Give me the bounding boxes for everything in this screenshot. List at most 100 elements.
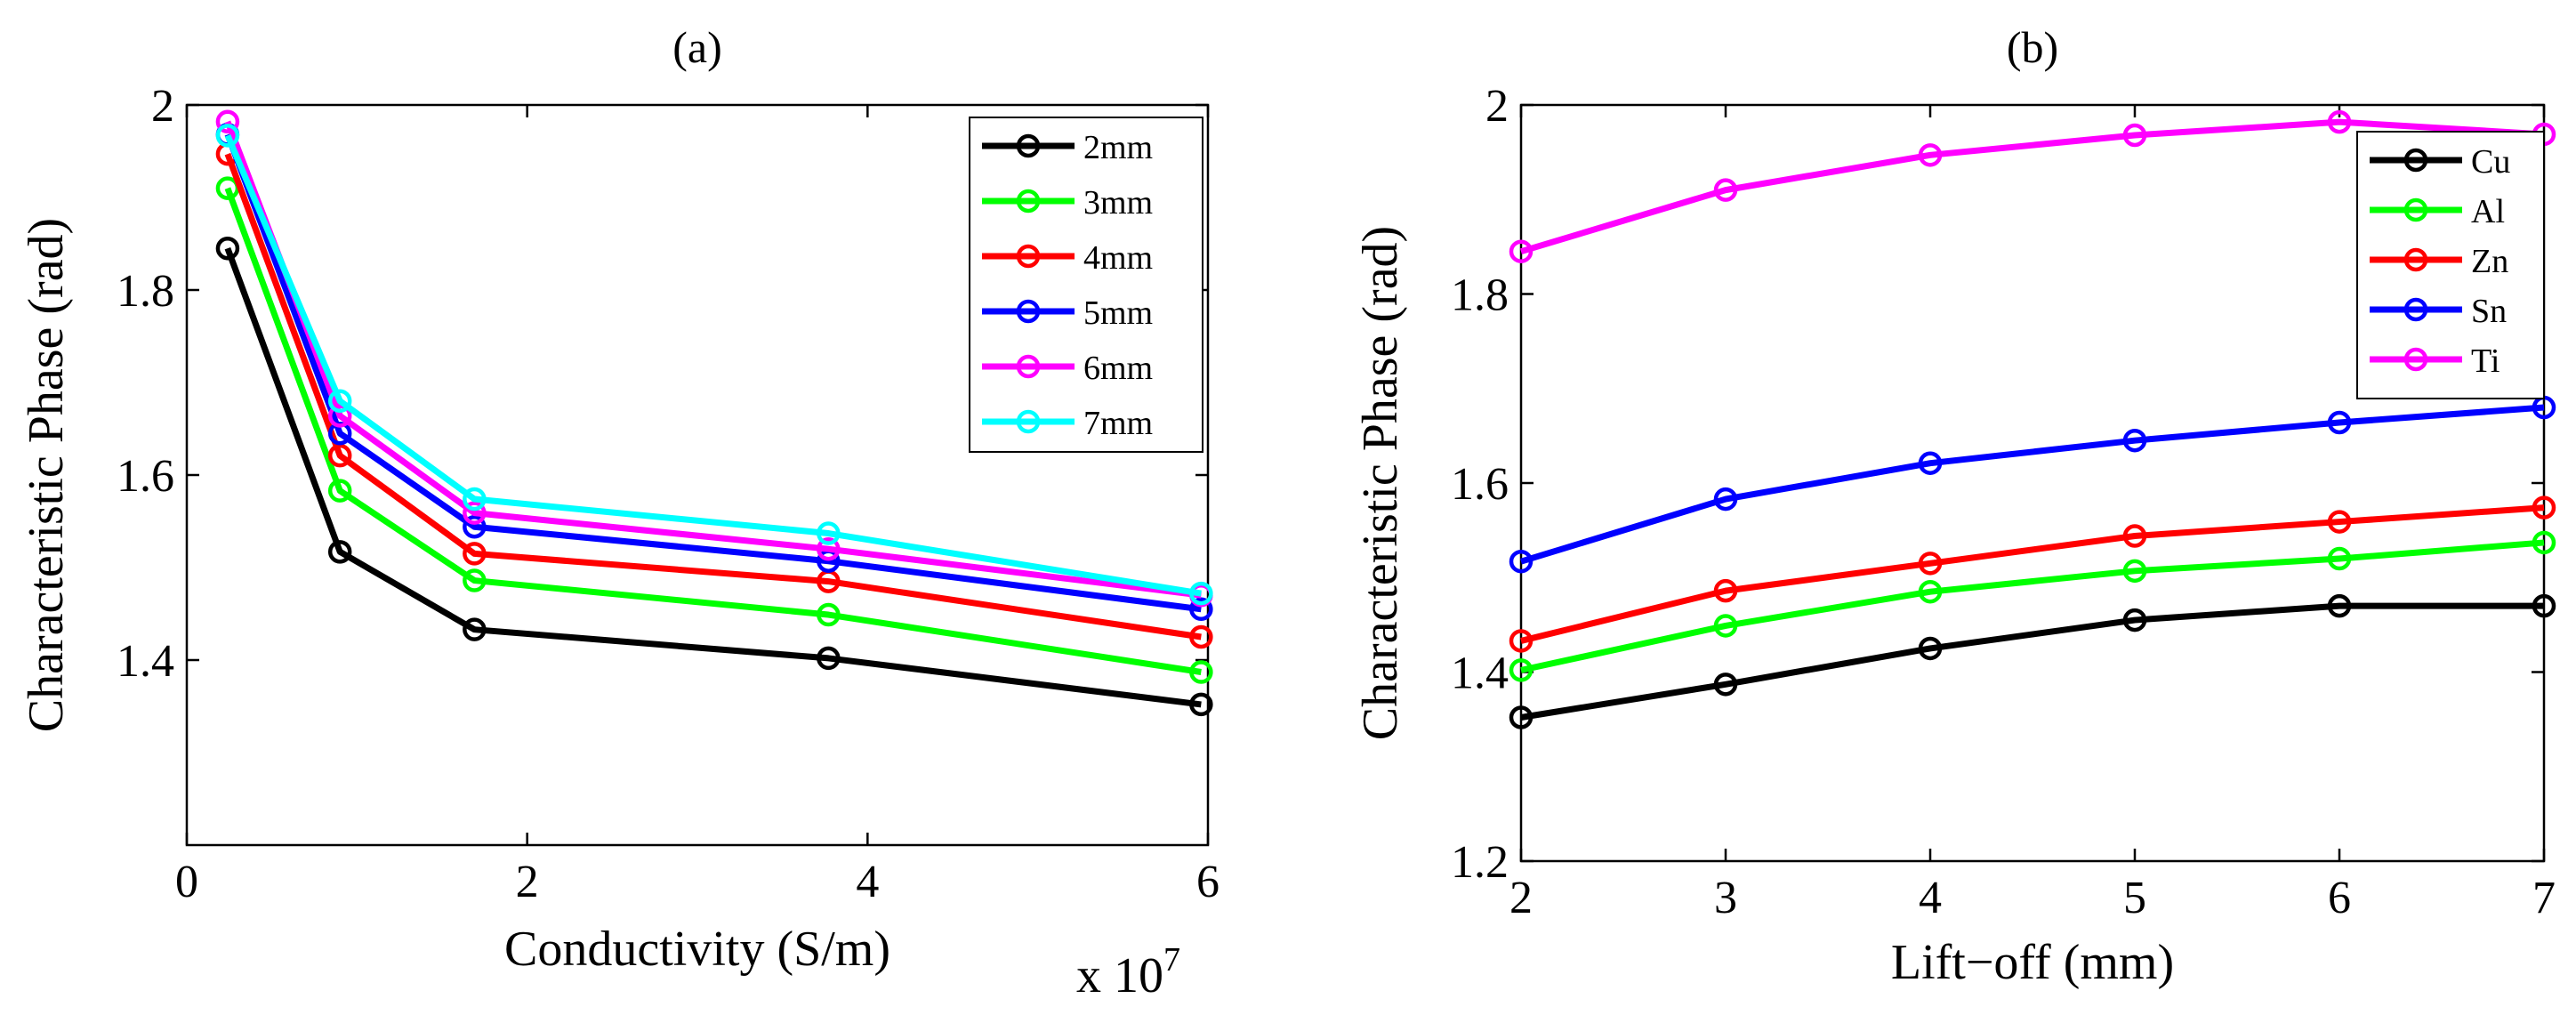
data-point-7mm	[817, 521, 841, 545]
series-line-Al	[1520, 539, 2545, 673]
data-point-2mm	[817, 646, 841, 671]
legend-marker-2mm	[1016, 133, 1041, 158]
chart-panel-b: (b) 2 3 4 5 6 7 1.2 1.4 1.6 1.8 2 Lift−off (mm) Chara…	[1353, 22, 2556, 990]
y-tick-label: 1.6	[1451, 459, 1509, 510]
x-tick-label: 6	[1196, 857, 1220, 907]
legend-box	[2356, 131, 2545, 399]
x-tick-label: 4	[856, 857, 879, 907]
legend-marker-Zn	[2403, 247, 2428, 272]
data-point-7mm	[463, 487, 487, 512]
data-point-Zn	[1918, 552, 1943, 576]
y-tick-label: 1.4	[1451, 648, 1509, 699]
data-point-Sn	[2122, 428, 2147, 453]
x-tick-label: 2	[516, 857, 539, 907]
series-line-3mm	[224, 187, 1202, 675]
data-point-Al	[1713, 614, 1738, 638]
y-tick-label: 1.2	[1451, 837, 1509, 888]
data-point-6mm	[215, 109, 240, 133]
data-point-Zn	[1509, 629, 1534, 653]
data-point-Al	[1509, 658, 1534, 682]
chart-panel-a: (a) 0 2 4 6 1.4 1.6 1.8 2 Conductivity (S/m) Chara…	[19, 22, 1220, 1003]
data-point-7mm	[1189, 581, 1213, 606]
data-point-3mm	[817, 602, 841, 627]
x-axis-label: Conductivity (S/m)	[504, 922, 890, 977]
series-line-Sn	[1519, 404, 2545, 565]
data-point-Zn	[2532, 495, 2556, 520]
y-tick-label: 1.4	[117, 636, 174, 687]
data-point-Cu	[1509, 705, 1534, 729]
data-point-Sn	[1509, 549, 1534, 574]
data-point-5mm	[1189, 597, 1213, 622]
data-point-3mm	[327, 479, 352, 503]
x-axis-multiplier: x 107	[1076, 941, 1180, 1003]
legend-marker-Al	[2403, 197, 2428, 222]
legend-label-Ti: Ti	[2471, 342, 2500, 380]
data-point-7mm	[215, 124, 240, 148]
data-point-Sn	[1713, 487, 1738, 512]
x-tick-label: 4	[1919, 873, 1942, 923]
legend-label-Zn: Zn	[2471, 243, 2508, 280]
legend-box	[969, 117, 1203, 453]
legend-label-4mm: 4mm	[1083, 239, 1153, 277]
legend-marker-6mm	[1016, 354, 1041, 379]
data-point-Sn	[1918, 451, 1943, 475]
series-line-Cu	[1520, 602, 2544, 721]
series-line-4mm	[224, 152, 1202, 640]
y-tick-label: 2	[151, 81, 174, 132]
legend-marker-Cu	[2403, 148, 2428, 173]
y-tick-label: 2	[1485, 81, 1509, 132]
data-point-Cu	[1713, 673, 1738, 697]
legend-label-7mm: 7mm	[1083, 405, 1153, 442]
data-point-5mm	[463, 514, 487, 539]
data-point-Al	[2532, 530, 2556, 555]
x-multiplier-exponent: 7	[1163, 941, 1180, 979]
data-point-6mm	[817, 536, 841, 561]
series-line-7mm	[224, 133, 1202, 597]
series-line-5mm	[224, 133, 1202, 613]
x-multiplier-base: x 10	[1076, 948, 1163, 1003]
y-tick-label: 1.6	[117, 451, 174, 502]
x-tick-label: 0	[175, 857, 198, 907]
data-point-4mm	[327, 443, 352, 468]
y-tick-label: 1.8	[1451, 270, 1509, 321]
y-axis-label: Characteristic Phase (rad)	[19, 218, 74, 732]
data-point-Sn	[2327, 410, 2352, 435]
legend-marker-7mm	[1016, 409, 1041, 434]
data-point-2mm	[327, 540, 352, 564]
data-point-Al	[1918, 579, 1943, 604]
series-line-Ti	[1519, 118, 2545, 255]
x-tick-label: 5	[2123, 873, 2146, 923]
y-axis-label: Characteristic Phase (rad)	[1353, 226, 1408, 740]
series-line-Zn	[1520, 504, 2545, 644]
legend-marker-3mm	[1016, 189, 1041, 213]
chart-title: (b)	[2007, 22, 2058, 72]
data-point-Ti	[1509, 239, 1534, 263]
legend-marker-5mm	[1016, 299, 1041, 324]
data-point-2mm	[215, 236, 240, 261]
data-point-4mm	[1189, 624, 1213, 649]
legend-label-Cu: Cu	[2471, 143, 2510, 181]
x-tick-label: 7	[2532, 873, 2556, 923]
data-point-Cu	[2532, 593, 2556, 618]
data-point-Al	[2122, 559, 2147, 584]
legend-marker-4mm	[1016, 244, 1041, 269]
data-point-Al	[2327, 546, 2352, 571]
legend-label-3mm: 3mm	[1083, 184, 1153, 222]
data-point-6mm	[463, 501, 487, 525]
chart-title: (a)	[672, 22, 722, 72]
legend-label-2mm: 2mm	[1083, 129, 1153, 166]
data-point-Zn	[2327, 510, 2352, 534]
data-point-Ti	[1713, 178, 1738, 202]
data-point-Ti	[2327, 109, 2352, 134]
data-point-Cu	[2122, 608, 2147, 632]
data-point-Cu	[1918, 636, 1943, 661]
legend-label-6mm: 6mm	[1083, 350, 1153, 387]
data-point-Zn	[2122, 524, 2147, 548]
legend-marker-Ti	[2403, 347, 2428, 372]
data-point-2mm	[463, 617, 487, 641]
series-line-2mm	[224, 246, 1202, 708]
y-tick-label: 1.8	[117, 266, 174, 317]
legend-marker-Sn	[2403, 297, 2428, 322]
data-point-Zn	[1713, 578, 1738, 603]
